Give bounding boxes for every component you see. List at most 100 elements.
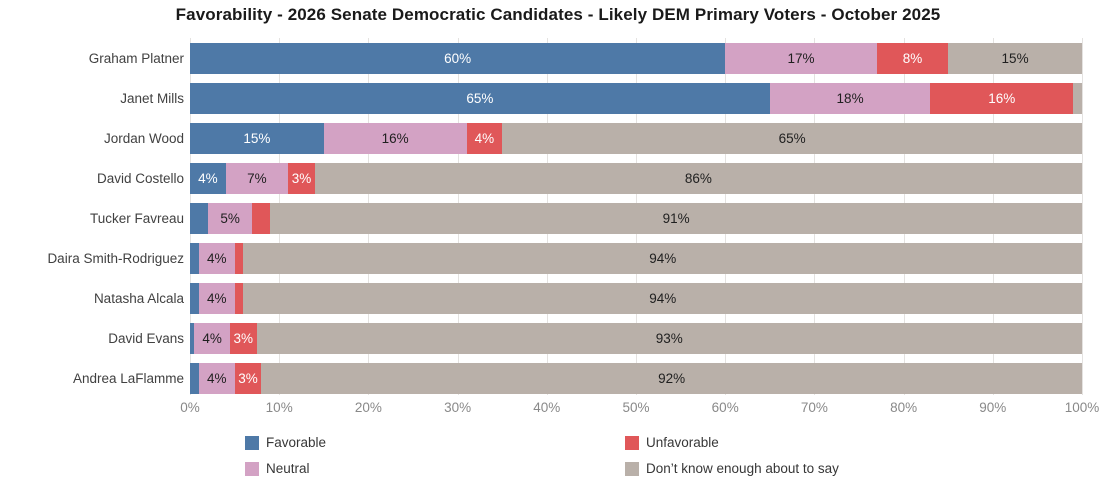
stacked-bar: 4% 94% <box>190 243 1082 274</box>
bar-segment-neutral[interactable]: 4% <box>198 363 235 394</box>
bar-segment-favorable[interactable]: 60% <box>190 43 726 74</box>
bar-segment-unfavorable[interactable] <box>252 203 271 234</box>
segment-value-label: 94% <box>649 251 677 266</box>
segment-value-label: 4% <box>474 131 495 146</box>
bar-segment-dont_know[interactable]: 93% <box>256 323 1082 354</box>
segment-value-label: 8% <box>902 51 923 66</box>
segment-value-label: 15% <box>243 131 271 146</box>
x-axis-tick-label: 80% <box>890 400 918 415</box>
stacked-bar: 4% 7% 3% 86% <box>190 163 1082 194</box>
x-axis-tick-label: 10% <box>265 400 293 415</box>
x-axis-tick-label: 70% <box>800 400 828 415</box>
segment-value-label: 4% <box>206 371 227 386</box>
legend-label: Favorable <box>266 435 327 450</box>
bar-row: David Costello 4% 7% 3% 86% <box>0 163 1116 194</box>
stacked-bar: 4% 3% 93% <box>190 323 1082 354</box>
segment-value-label: 65% <box>778 131 806 146</box>
stacked-bar: 5% 91% <box>190 203 1082 234</box>
category-label: David Evans <box>108 331 184 346</box>
bar-segment-dont_know[interactable]: 86% <box>314 163 1082 194</box>
legend-swatch-favorable-icon <box>245 436 259 450</box>
bar-row: Graham Platner 60% 17% 8% 15% <box>0 43 1116 74</box>
bar-segment-favorable[interactable] <box>190 203 208 234</box>
segment-value-label: 86% <box>684 171 712 186</box>
x-axis-tick-label: 30% <box>444 400 472 415</box>
bar-segment-favorable[interactable] <box>190 363 199 394</box>
bar-segment-unfavorable[interactable] <box>234 243 244 274</box>
bar-segment-dont_know[interactable]: 65% <box>502 123 1082 154</box>
bar-segment-favorable[interactable]: 65% <box>190 83 770 114</box>
bar-segment-neutral[interactable]: 16% <box>323 123 467 154</box>
bar-row: Andrea LaFlamme 4% 3% 92% <box>0 363 1116 394</box>
stacked-bar: 4% 3% 92% <box>190 363 1082 394</box>
bar-segment-unfavorable[interactable]: 3% <box>234 363 262 394</box>
legend-item-unfavorable[interactable]: Unfavorable <box>625 436 719 450</box>
segment-value-label: 4% <box>202 331 222 346</box>
legend-label: Neutral <box>266 461 310 476</box>
stacked-bar: 4% 94% <box>190 283 1082 314</box>
segment-value-label: 3% <box>233 331 253 346</box>
category-label: Graham Platner <box>88 51 184 66</box>
legend-swatch-dont-know-icon <box>625 462 639 476</box>
bar-segment-neutral[interactable]: 17% <box>725 43 877 74</box>
bar-segment-dont_know[interactable]: 15% <box>948 43 1082 74</box>
bar-segment-unfavorable[interactable]: 4% <box>466 123 503 154</box>
bar-segment-neutral[interactable]: 7% <box>225 163 289 194</box>
bar-segment-neutral[interactable]: 4% <box>198 283 235 314</box>
segment-value-label: 15% <box>1001 51 1029 66</box>
bar-segment-unfavorable[interactable]: 8% <box>876 43 949 74</box>
bar-segment-neutral[interactable]: 5% <box>207 203 253 234</box>
segment-value-label: 4% <box>206 291 227 306</box>
segment-value-label: 3% <box>291 171 312 186</box>
segment-value-label: 4% <box>198 171 218 186</box>
x-axis-tick-label: 100% <box>1064 400 1100 415</box>
gridline <box>1082 38 1083 395</box>
x-axis-tick-label: 60% <box>711 400 739 415</box>
segment-value-label: 16% <box>381 131 409 146</box>
bar-segment-favorable[interactable] <box>190 243 199 274</box>
bar-segment-favorable[interactable]: 15% <box>190 123 324 154</box>
bar-segment-unfavorable[interactable]: 3% <box>288 163 315 194</box>
bar-row: David Evans 4% 3% 93% <box>0 323 1116 354</box>
bar-segment-favorable[interactable] <box>190 323 195 354</box>
legend-item-favorable[interactable]: Favorable <box>245 436 326 450</box>
segment-value-label: 17% <box>787 51 815 66</box>
bar-segment-favorable[interactable]: 4% <box>190 163 226 194</box>
x-axis-tick-label: 0% <box>180 400 200 415</box>
bar-segment-neutral[interactable]: 4% <box>198 243 235 274</box>
bar-row: Tucker Favreau 5% 91% <box>0 203 1116 234</box>
bar-segment-dont_know[interactable]: 94% <box>243 283 1082 314</box>
bar-row: Jordan Wood 15% 16% 4% 65% <box>0 123 1116 154</box>
legend-item-dont-know[interactable]: Don’t know enough about to say <box>625 462 839 476</box>
category-label: Daira Smith-Rodriguez <box>47 251 184 266</box>
segment-value-label: 4% <box>206 251 227 266</box>
segment-value-label: 3% <box>238 371 258 386</box>
segment-value-label: 93% <box>655 331 683 346</box>
stacked-bar: 15% 16% 4% 65% <box>190 123 1082 154</box>
bar-segment-unfavorable[interactable]: 3% <box>229 323 257 354</box>
segment-value-label: 18% <box>836 91 864 106</box>
bar-segment-unfavorable[interactable] <box>234 283 244 314</box>
segment-value-label: 65% <box>466 91 494 106</box>
bar-segment-neutral[interactable]: 4% <box>194 323 230 354</box>
bar-segment-dont_know[interactable]: 91% <box>270 203 1082 234</box>
bar-segment-dont_know[interactable]: 92% <box>261 363 1082 394</box>
x-axis-tick-label: 40% <box>533 400 561 415</box>
bar-segment-favorable[interactable] <box>190 283 199 314</box>
legend-label: Don’t know enough about to say <box>646 461 839 476</box>
bar-segment-dont_know[interactable]: 94% <box>243 243 1082 274</box>
bar-segment-neutral[interactable]: 18% <box>769 83 931 114</box>
bar-row: Janet Mills 65% 18% 16% <box>0 83 1116 114</box>
x-axis-tick-label: 90% <box>979 400 1007 415</box>
category-label: Tucker Favreau <box>89 211 184 226</box>
segment-value-label: 7% <box>247 171 267 186</box>
category-label: Jordan Wood <box>103 131 184 146</box>
bar-segment-unfavorable[interactable]: 16% <box>930 83 1074 114</box>
bar-row: Daira Smith-Rodriguez 4% 94% <box>0 243 1116 274</box>
category-label: Andrea LaFlamme <box>72 371 184 386</box>
legend-item-neutral[interactable]: Neutral <box>245 462 310 476</box>
bar-segment-dont_know[interactable] <box>1073 83 1082 114</box>
chart-title: Favorability - 2026 Senate Democratic Ca… <box>175 5 941 24</box>
segment-value-label: 94% <box>649 291 677 306</box>
